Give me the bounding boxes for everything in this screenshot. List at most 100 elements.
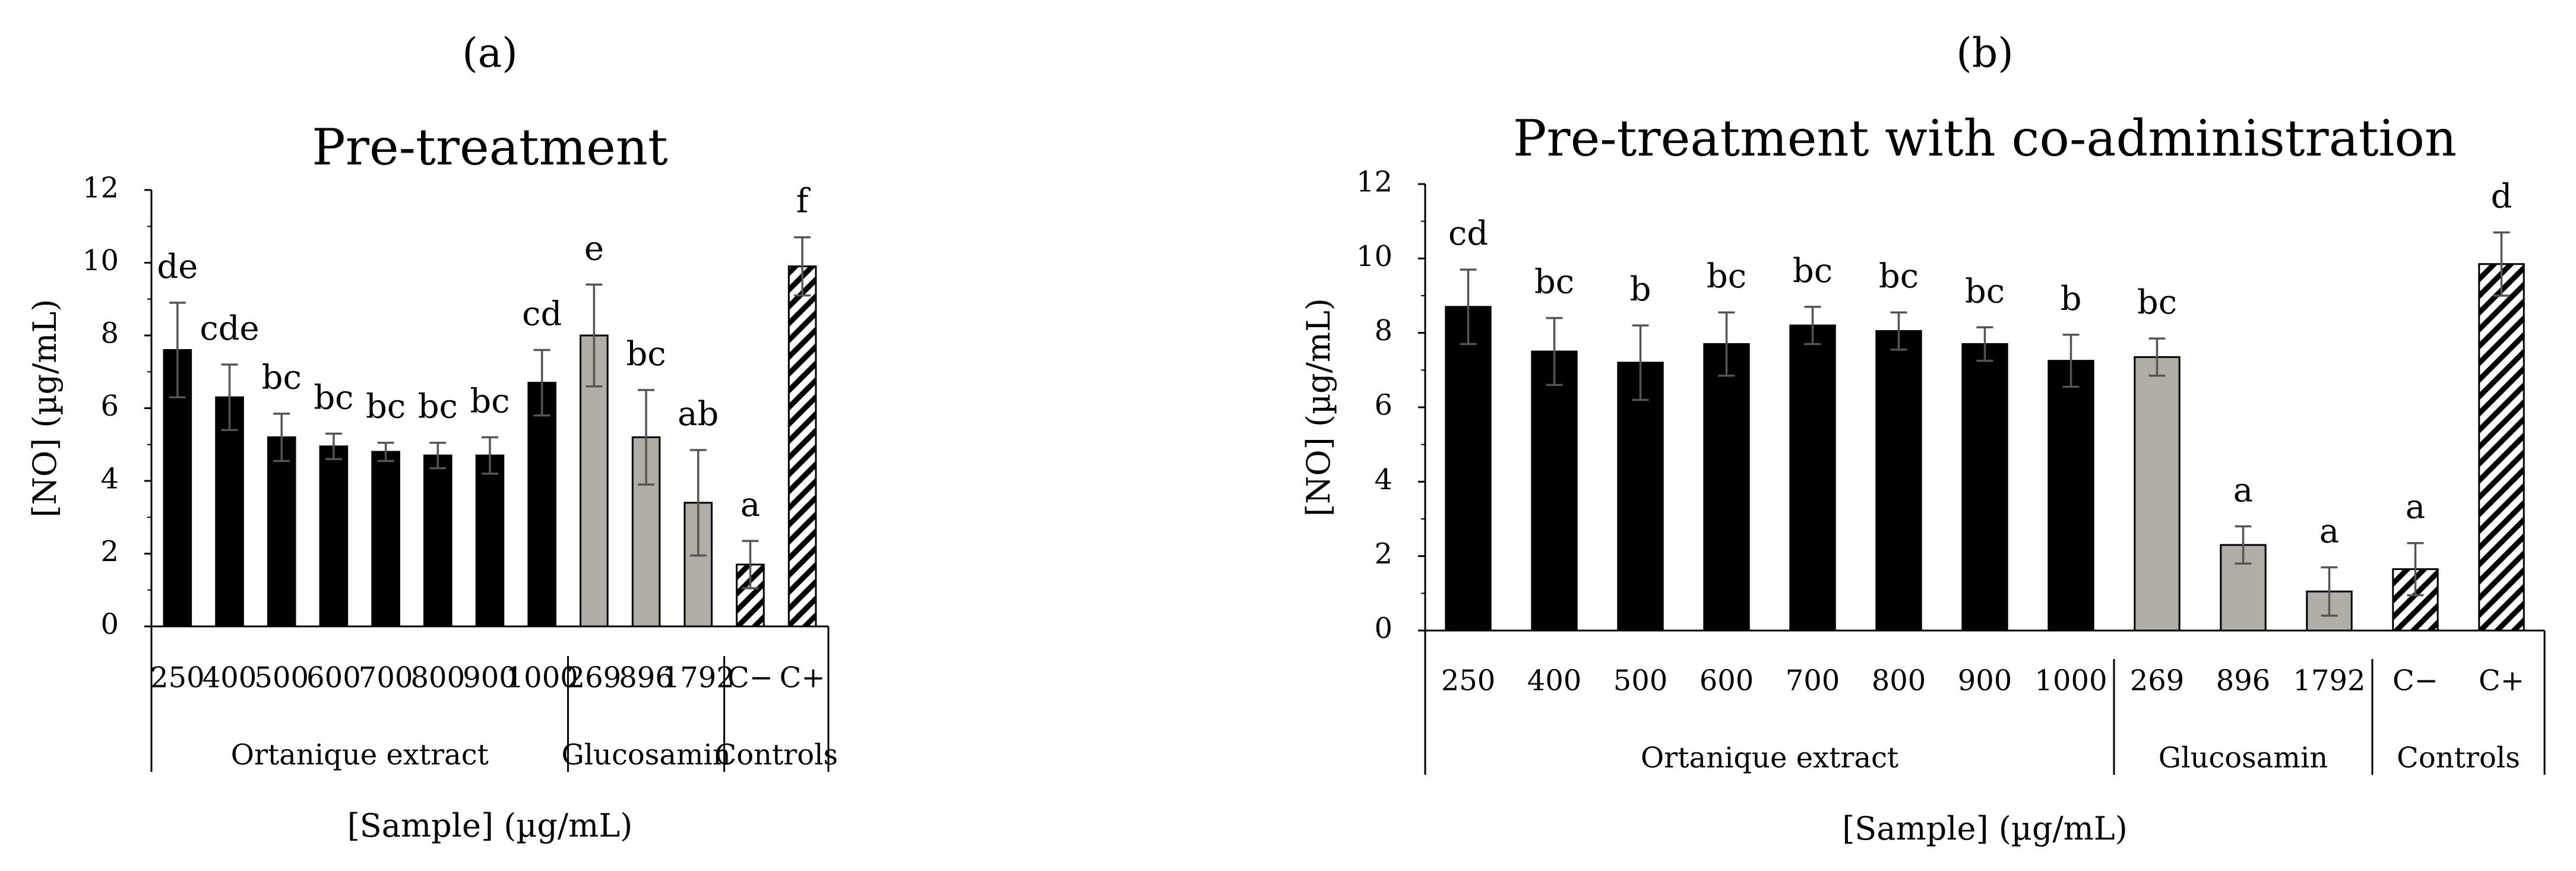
x-tick-label: 800 (1872, 664, 1926, 698)
panel-b: (b) Pre-treatment with co-administration 0… (1300, 30, 2546, 847)
x-tick-label: C+ (780, 661, 825, 695)
x-tick-label: 500 (1613, 664, 1668, 698)
significance-letter: bc (262, 359, 302, 397)
bar-b-3 (1703, 343, 1750, 632)
x-tick-label: 400 (202, 661, 257, 695)
significance-letter: bc (1707, 257, 1746, 296)
x-tick-label: 1000 (2034, 664, 2107, 698)
x-tick-label: 896 (2216, 664, 2271, 698)
significance-letter: bc (626, 335, 666, 373)
y-axis-label: [NO] (µg/mL) (1300, 298, 1337, 517)
x-tick-label: C+ (2479, 664, 2524, 698)
x-tick-label: 1792 (2293, 664, 2365, 698)
significance-letter: bc (366, 388, 406, 426)
significance-letter: ab (678, 395, 719, 433)
significance-letter: cde (200, 309, 259, 348)
x-tick-label: C− (2393, 664, 2438, 698)
chart-title: Pre-treatment (312, 118, 668, 176)
x-tick-label: 700 (1786, 664, 1840, 698)
group-label: Controls (714, 739, 838, 772)
y-tick-label: 8 (1374, 314, 1393, 347)
significance-letter: cd (1448, 214, 1488, 253)
x-tick-label: 269 (567, 661, 622, 695)
y-tick-label: 2 (1374, 537, 1393, 571)
y-tick-label: 2 (100, 535, 119, 568)
bar-a-4 (371, 451, 400, 628)
significance-letter: bc (2137, 283, 2177, 322)
y-axis-label: [NO] (µg/mL) (26, 299, 64, 518)
significance-letter: bc (418, 388, 458, 426)
significance-letter: b (1630, 270, 1651, 309)
x-tick-label: 1792 (662, 661, 735, 695)
significance-letter: de (157, 248, 198, 286)
x-tick-label: 500 (254, 661, 309, 695)
x-tick-label: 269 (2130, 664, 2185, 698)
x-axis-label: [Sample] (µg/mL) (1842, 810, 2128, 847)
y-tick-label: 8 (100, 317, 119, 350)
x-tick-label: 600 (1700, 664, 1754, 698)
group-label: Glucosamin (561, 739, 730, 772)
bar-a-2 (267, 436, 296, 628)
bar-b-6 (1961, 343, 2008, 632)
x-axis-label: [Sample] (µg/mL) (347, 807, 633, 844)
x-tick-label: 400 (1527, 664, 1582, 698)
y-tick-label: 10 (83, 244, 119, 277)
panel-a: (a) Pre-treatment 0 2 4 6 8 10 12 [NO] (µg/mL) de 2… (26, 30, 838, 845)
bar-a-5 (423, 454, 452, 628)
bar-b-0 (1445, 306, 1492, 632)
significance-letter: a (740, 486, 760, 524)
significance-letter: a (2406, 488, 2425, 527)
x-tick-label: C− (727, 661, 773, 695)
bar-a-12 (787, 265, 817, 628)
significance-letter: cd (522, 295, 562, 334)
group-label: Ortanique extract (231, 739, 489, 772)
bar-a-6 (475, 454, 505, 628)
bar-a-3 (319, 445, 349, 628)
bar-b-7 (2047, 360, 2094, 632)
x-tick-label: 800 (410, 661, 465, 695)
x-tick-label: 896 (619, 661, 673, 695)
significance-letter: bc (314, 378, 353, 417)
panel-label: (a) (462, 30, 518, 77)
significance-letter: bc (1793, 252, 1833, 290)
bar-b-5 (1875, 330, 1922, 632)
significance-letter: bc (470, 382, 509, 421)
chart-title: Pre-treatment with co-administration (1513, 109, 2457, 167)
bar-b-2 (1617, 362, 1664, 632)
y-tick-label: 6 (1374, 389, 1393, 422)
y-tick-label: 10 (1356, 240, 1393, 273)
significance-letter: bc (1879, 257, 1919, 296)
group-label: Glucosamin (2159, 742, 2328, 775)
significance-letter: bc (1965, 272, 2005, 311)
x-tick-label: 250 (150, 661, 205, 695)
x-tick-label: 250 (1441, 664, 1496, 698)
group-label: Ortanique extract (1641, 742, 1898, 775)
bar-b-8 (2134, 356, 2181, 632)
bar-b-4 (1789, 324, 1836, 632)
panel-label: (b) (1956, 30, 2014, 77)
y-tick-label: 6 (100, 389, 119, 423)
x-tick-label: 1000 (506, 661, 578, 695)
significance-letter: b (2061, 280, 2082, 318)
bar-a-7 (527, 382, 556, 628)
bar-a-1 (215, 396, 244, 628)
significance-letter: d (2491, 177, 2512, 216)
group-label: Controls (2397, 742, 2520, 775)
y-tick-label: 0 (1374, 612, 1393, 645)
x-tick-label: 900 (1958, 664, 2012, 698)
y-tick-label: 4 (1374, 463, 1393, 496)
bar-b-1 (1531, 350, 1578, 632)
bar-a-9 (631, 436, 661, 628)
y-tick-label: 4 (100, 463, 119, 496)
x-tick-label: 700 (359, 661, 413, 695)
significance-letter: bc (1534, 263, 1574, 302)
significance-letter: f (796, 182, 811, 221)
x-tick-label: 600 (306, 661, 361, 695)
y-tick-label: 0 (100, 608, 119, 641)
significance-letter: a (2319, 512, 2339, 550)
significance-letter: a (2233, 471, 2253, 510)
significance-letter: e (584, 229, 604, 268)
y-tick-label: 12 (1356, 166, 1393, 199)
